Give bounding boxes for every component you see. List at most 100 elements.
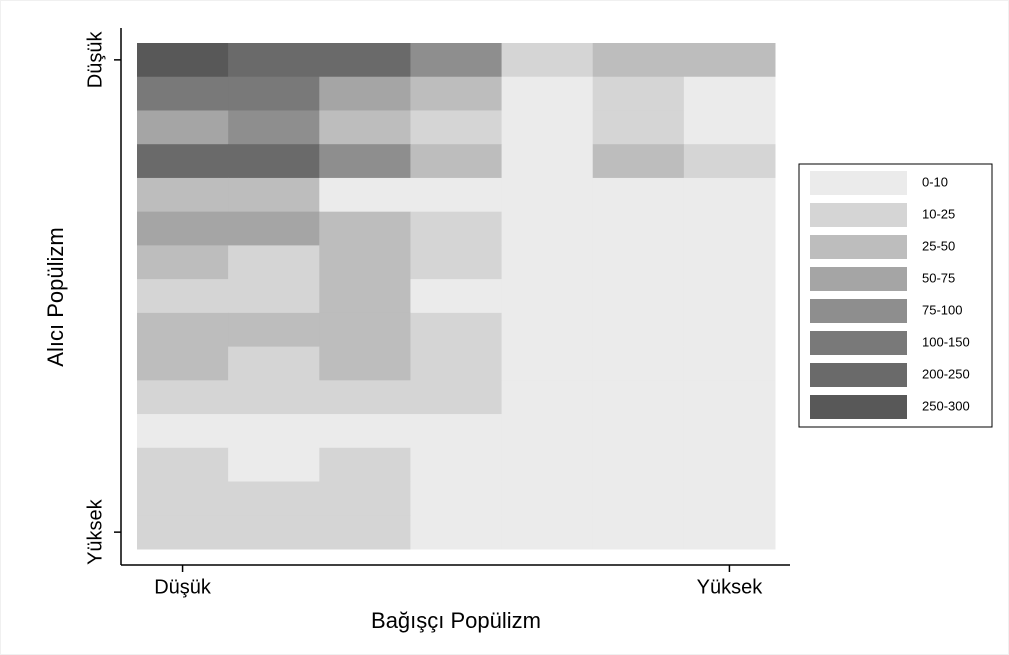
heatmap-cell	[410, 312, 503, 348]
heatmap-cell	[137, 144, 229, 179]
legend-label: 75-100	[922, 302, 962, 317]
heatmap-cell	[683, 279, 776, 314]
heatmap-cell	[410, 177, 503, 213]
legend-swatch	[810, 331, 907, 355]
heatmap-cell	[501, 110, 594, 145]
legend-swatch	[810, 235, 907, 259]
heatmap-cell	[228, 245, 320, 280]
heatmap-cell	[683, 312, 776, 348]
heatmap-cell	[137, 312, 229, 348]
heatmap-cell	[592, 312, 685, 348]
y-tick-label: Düşük	[84, 31, 106, 89]
heatmap-cell	[501, 245, 594, 280]
heatmap-cell	[683, 211, 776, 246]
heatmap-cell	[137, 76, 229, 111]
heatmap-cell	[137, 279, 229, 314]
heatmap-cell	[228, 43, 320, 78]
x-axis-title: Bağışçı Popülizm	[371, 608, 541, 633]
heatmap-cell	[501, 177, 594, 213]
legend-label: 25-50	[922, 238, 955, 253]
heatmap-cell	[501, 380, 594, 415]
heatmap-cell	[592, 447, 685, 483]
heatmap-cell	[137, 177, 229, 213]
heatmap-cell	[501, 481, 594, 516]
heatmap-cell	[683, 43, 776, 78]
heatmap-cell	[137, 110, 229, 145]
heatmap-cell	[228, 346, 320, 381]
heatmap-cell	[319, 177, 411, 213]
heatmap-cell	[228, 211, 320, 246]
heatmap-cell	[592, 245, 685, 280]
heatmap-cell	[683, 110, 776, 145]
heatmap-cell	[501, 43, 594, 78]
heatmap-cell	[319, 380, 411, 415]
heatmap-cell	[228, 447, 320, 483]
heatmap-cell	[501, 76, 594, 111]
legend-swatch	[810, 171, 907, 195]
legend-label: 50-75	[922, 270, 955, 285]
heatmap-cell	[410, 380, 503, 415]
heatmap-cell	[410, 211, 503, 246]
heatmap-cell	[683, 414, 776, 449]
heatmap-cell	[683, 515, 776, 550]
heatmap-cell	[319, 76, 411, 111]
heatmap-cell	[592, 279, 685, 314]
legend-swatch	[810, 299, 907, 323]
heatmap-cell	[319, 414, 411, 449]
x-tick-label: Yüksek	[697, 576, 764, 598]
heatmap-cell	[410, 515, 503, 550]
heatmap-cell	[683, 481, 776, 516]
heatmap-cell	[319, 245, 411, 280]
heatmap-cell	[319, 481, 411, 516]
heatmap-cell	[592, 43, 685, 78]
legend-label: 200-250	[922, 366, 970, 381]
heatmap-cell	[410, 279, 503, 314]
heatmap-cell	[592, 346, 685, 381]
legend-swatch	[810, 267, 907, 291]
heatmap-cell	[501, 144, 594, 179]
y-axis-title: Alıcı Popülizm	[43, 227, 68, 366]
heatmap-cell	[410, 144, 503, 179]
heatmap-cell	[319, 43, 411, 78]
heatmap-cell	[501, 515, 594, 550]
heatmap-cell	[319, 346, 411, 381]
heatmap-cell	[319, 211, 411, 246]
heatmap-cell	[319, 447, 411, 483]
heatmap-cell	[410, 76, 503, 111]
heatmap-cell	[228, 177, 320, 213]
legend-label: 10-25	[922, 206, 955, 221]
heatmap-cell	[592, 515, 685, 550]
heatmap-cell	[592, 76, 685, 111]
legend-label: 100-150	[922, 334, 970, 349]
heatmap-cell	[501, 211, 594, 246]
heatmap-cell	[319, 279, 411, 314]
heatmap-cell	[228, 380, 320, 415]
heatmap-cell	[319, 312, 411, 348]
heatmap-cell	[410, 346, 503, 381]
heatmap-cell	[228, 414, 320, 449]
heatmap-cell	[592, 380, 685, 415]
heatmap-cell	[137, 380, 229, 415]
heatmap-cell	[501, 346, 594, 381]
heatmap-cell	[410, 43, 503, 78]
heatmap-cell	[137, 245, 229, 280]
heatmap-cell	[501, 279, 594, 314]
heatmap-cell	[410, 414, 503, 449]
heatmap-cell	[501, 312, 594, 348]
heatmap-cell	[228, 515, 320, 550]
heatmap-cell	[683, 144, 776, 179]
heatmap-cell	[683, 177, 776, 213]
heatmap-cell	[319, 110, 411, 145]
heatmap-cell	[410, 245, 503, 280]
legend-swatch	[810, 203, 907, 227]
legend-label: 0-10	[922, 174, 948, 189]
heatmap-cell	[592, 481, 685, 516]
heatmap-cell	[228, 76, 320, 111]
legend-swatch	[810, 363, 907, 387]
legend-swatch	[810, 395, 907, 419]
heatmap-cell	[410, 447, 503, 483]
heatmap-cell	[228, 110, 320, 145]
x-tick-label: Düşük	[154, 576, 212, 598]
heatmap-cell	[137, 414, 229, 449]
